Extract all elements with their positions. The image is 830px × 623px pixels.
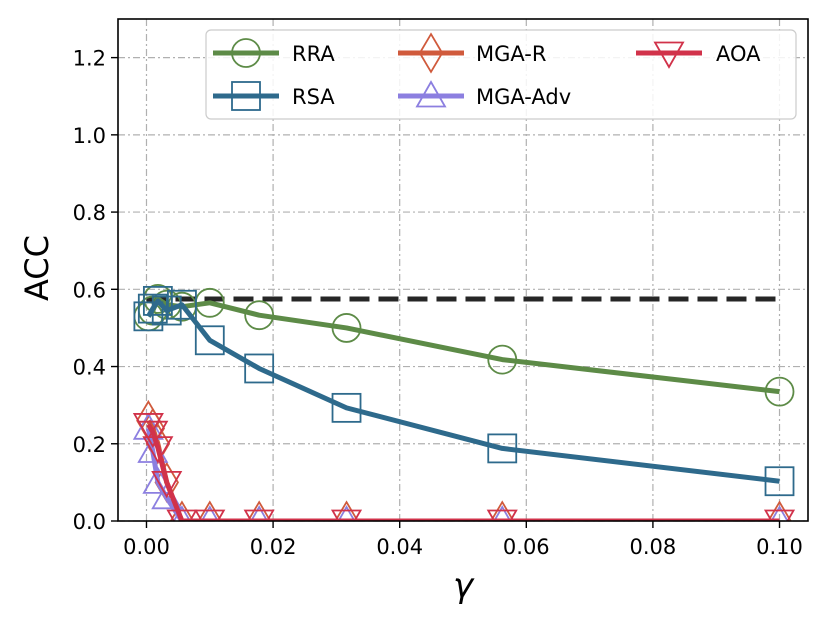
x-tick-label: 0.06 [503,535,550,559]
data-point [767,500,792,521]
x-tick-label: 0.00 [123,535,170,559]
legend-entry-mga-adv: MGA-Adv [398,80,571,109]
data-point [331,313,362,343]
y-tick-label: 0.8 [73,201,106,225]
x-tick-label: 0.08 [630,535,677,559]
data-point [194,509,226,521]
data-point [244,353,275,384]
data-point [490,500,515,521]
data-point [331,392,362,423]
legend-entry-mga-r: MGA-R [398,32,546,74]
data-point [142,436,174,464]
y-tick-label: 1.0 [73,124,106,148]
data-point [166,509,198,521]
data-point [244,300,275,331]
x-tick-label: 0.04 [376,535,423,559]
series-line-aoa [146,423,780,521]
data-point [243,509,275,521]
series-line-rra [146,296,780,395]
y-tick-label: 0.6 [73,278,106,302]
data-point [169,500,195,521]
x-tick-label: 0.10 [756,535,803,559]
legend-label: MGA-R [476,42,546,66]
series-rra [133,284,795,407]
data-point [137,420,169,448]
data-point [487,344,518,375]
legend-entry-aoa: AOA [636,41,761,69]
x-axis-label: γ [453,566,475,606]
legend-label: MGA-Adv [476,85,571,109]
data-point [167,289,197,320]
legend-marker [231,81,261,111]
legend-marker [418,32,444,74]
axes [117,18,809,522]
data-point [133,301,164,332]
legend-label: AOA [716,42,761,66]
legend-entry-rra: RRA [213,38,335,68]
legend-label: RRA [292,42,335,66]
y-tick-label: 0.4 [73,356,106,380]
series-line-mga-adv [145,427,780,521]
data-point [764,466,795,497]
x-tick-label: 0.02 [250,535,297,559]
data-point [763,509,796,521]
y-tick-label: 1.2 [73,47,106,71]
legend-label: RSA [292,85,335,109]
legend-marker [653,41,685,69]
data-point [194,325,225,356]
legend: RRA RSA MGA-R MGA-Adv AOA [205,29,797,120]
data-point [764,376,795,407]
data-point [197,500,223,521]
legend-marker [231,38,261,68]
data-point [330,509,363,521]
y-tick-label: 0.2 [73,433,106,457]
data-point [142,285,173,316]
series-line-rsa [146,298,780,484]
data-point [487,433,518,464]
data-point [246,500,272,521]
y-axis-label: ACC [18,235,56,301]
y-tick-label: 0.0 [73,510,106,534]
series-group [132,284,796,521]
series-rsa [133,285,795,497]
data-point [151,295,182,326]
data-point [334,500,359,521]
ticks: 0.00 0.02 0.04 0.06 0.08 0.10 0.0 0.2 0.4 0.6 0.8 1… [73,47,803,559]
data-point [151,470,183,499]
plot-frame [117,18,809,522]
legend-marker [415,80,447,108]
legend-entry-rsa: RSA [213,81,335,111]
series-aoa [132,413,796,521]
data-point [486,509,518,521]
